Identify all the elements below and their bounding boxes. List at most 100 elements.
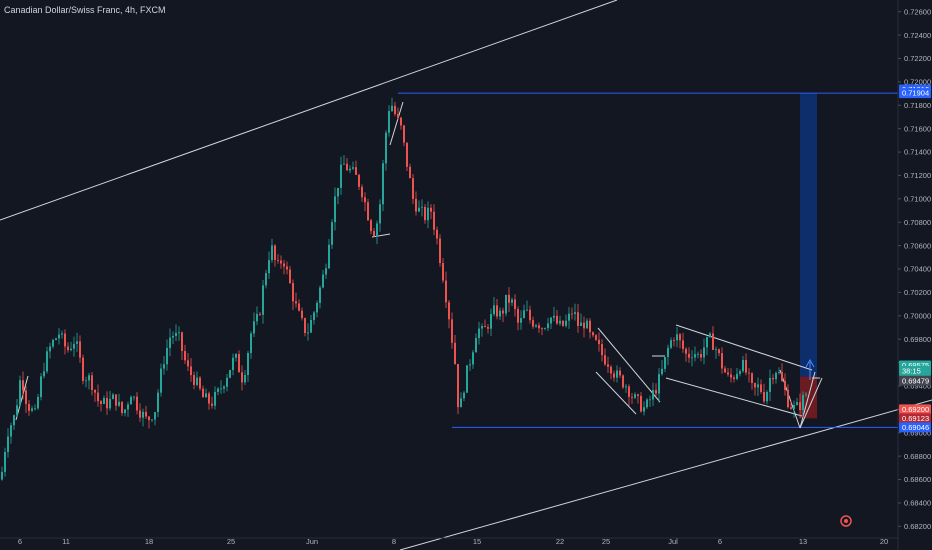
time-tick-label: 6	[718, 537, 722, 546]
candle-body	[439, 238, 441, 264]
candle-body	[337, 187, 339, 197]
event-flag-dot	[844, 519, 848, 523]
candle-body	[406, 142, 408, 167]
time-tick-label: 22	[556, 537, 564, 546]
candle-body	[772, 377, 774, 380]
price-badges: 0.719100.719040.6957538:150.694790.69200…	[899, 84, 931, 433]
candle-body	[343, 163, 345, 165]
candle-body	[226, 377, 228, 387]
candle-body	[370, 220, 372, 232]
candle-body	[115, 394, 117, 406]
candle-body	[775, 372, 777, 380]
candle-body	[769, 377, 771, 392]
candle-body	[463, 392, 465, 399]
candle-body	[436, 229, 438, 239]
candle-body	[193, 375, 195, 385]
candle-body	[1, 471, 3, 480]
candle-body	[403, 125, 405, 143]
time-axis[interactable]: 6 11 18 25 Jun 8 15 22 25 Jul 6 13 20	[0, 537, 898, 546]
candle-body	[304, 318, 306, 334]
candle-body	[160, 368, 162, 393]
candle-body	[799, 402, 801, 411]
price-badge-label: 0.69123	[902, 414, 929, 423]
price-tick-label: 0.69000	[904, 428, 931, 437]
candle-body	[301, 310, 303, 319]
price-badge	[899, 404, 931, 415]
candle-body	[586, 320, 588, 329]
time-tick-label: 11	[62, 537, 70, 546]
candle-body	[400, 117, 402, 126]
candle-body	[310, 320, 312, 333]
candle-body	[175, 332, 177, 336]
upper-channel-line	[0, 0, 618, 221]
candle-body	[295, 301, 297, 304]
candle-body	[70, 348, 72, 351]
time-tick-label: 6	[18, 537, 22, 546]
candle-body	[712, 333, 714, 350]
candle-body	[514, 299, 516, 310]
candle-body	[469, 364, 471, 366]
price-tick-label: 0.72200	[904, 54, 931, 63]
candle-body	[679, 334, 681, 341]
candle-body	[427, 207, 429, 221]
candle-body	[259, 313, 261, 315]
price-tick-label: 0.69400	[904, 382, 931, 391]
event-flag[interactable]	[840, 515, 852, 527]
candle-body	[454, 342, 456, 365]
candle-body	[82, 357, 84, 381]
candle-body	[484, 326, 486, 328]
price-badge-label: 0.69575	[902, 361, 929, 370]
candle-body	[217, 388, 219, 392]
candle-body	[664, 357, 666, 369]
candle-body	[676, 334, 678, 341]
candle-body	[646, 399, 648, 408]
candle-body	[211, 403, 213, 406]
candle-body	[442, 263, 444, 281]
candle-body	[415, 198, 417, 212]
candle-body	[268, 260, 270, 274]
candle-body	[661, 368, 663, 375]
candle-body	[133, 396, 135, 398]
candle-body	[451, 319, 453, 343]
candle-body	[508, 294, 510, 303]
candle-body	[340, 164, 342, 188]
candle-body	[121, 401, 123, 414]
candle-body	[472, 352, 474, 365]
candle-body	[247, 353, 249, 376]
candle-body	[355, 167, 357, 175]
candle-body	[625, 386, 627, 388]
candle-body	[142, 411, 144, 418]
candle-body	[19, 380, 21, 406]
candle-body	[565, 320, 567, 326]
candle-body	[178, 332, 180, 334]
candle-body	[781, 372, 783, 382]
candle-body	[703, 347, 705, 358]
candle-body	[97, 392, 99, 402]
price-tick-label: 0.71200	[904, 171, 931, 180]
candle-body	[112, 394, 114, 400]
candle-body	[385, 132, 387, 164]
candle-body	[556, 315, 558, 324]
base-line	[371, 233, 391, 238]
chart-title: Canadian Dollar/Swiss Franc, 4h, FXCM	[4, 5, 166, 15]
candle-body	[409, 166, 411, 179]
candle-body	[568, 313, 570, 321]
candle-body	[109, 399, 111, 409]
lower-channel-line	[399, 399, 932, 550]
candle-body	[796, 402, 798, 406]
candle-body	[562, 320, 564, 326]
candle-body	[727, 372, 729, 375]
candle-body	[43, 371, 45, 377]
price-axis[interactable]: 0.72600 0.72400 0.72200 0.72000 0.71800 0.716…	[897, 0, 931, 550]
candle-body	[412, 178, 414, 199]
candle-body	[286, 266, 288, 270]
candle-body	[607, 364, 609, 367]
candle-body	[673, 340, 675, 341]
candle-body	[691, 357, 693, 359]
candle-body	[187, 360, 189, 367]
candle-body	[574, 312, 576, 314]
candle-body	[40, 376, 42, 397]
candle-body	[130, 396, 132, 405]
candle-body	[76, 341, 78, 344]
